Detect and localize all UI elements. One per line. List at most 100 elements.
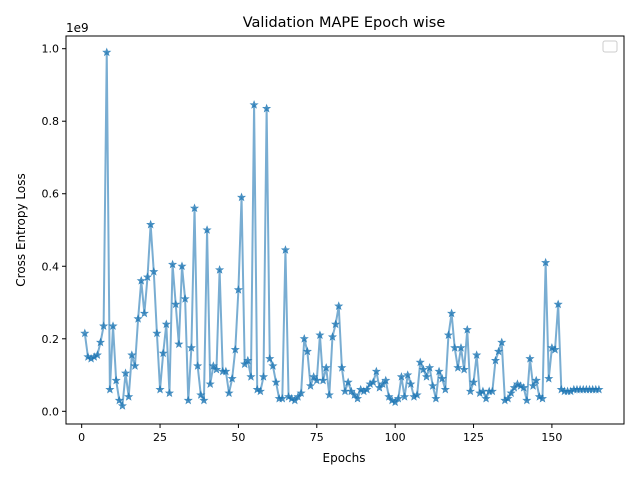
data-point <box>202 225 212 234</box>
data-point <box>506 388 516 398</box>
data-point <box>255 386 265 396</box>
data-point <box>437 373 447 383</box>
data-point <box>503 393 513 403</box>
data-point <box>302 346 312 356</box>
data-point <box>465 386 476 396</box>
data-point <box>346 386 356 396</box>
data-point <box>158 348 168 358</box>
data-point <box>155 384 165 394</box>
data-point <box>440 384 450 394</box>
data-point <box>327 332 338 341</box>
y-tick-label: 0.2 <box>42 333 60 346</box>
data-point <box>309 372 319 381</box>
data-point <box>371 366 381 376</box>
data-point <box>258 372 269 381</box>
data-point <box>221 366 231 376</box>
data-point <box>211 364 222 374</box>
data-point <box>412 390 422 399</box>
data-point <box>443 330 454 340</box>
data-point <box>487 386 497 396</box>
data-point <box>490 355 501 365</box>
data-point <box>271 377 281 387</box>
data-point <box>384 391 394 401</box>
data-point <box>230 344 240 354</box>
data-point <box>415 357 425 367</box>
data-point <box>390 397 400 407</box>
data-point <box>544 373 554 383</box>
data-point <box>509 382 519 392</box>
data-point <box>537 393 548 403</box>
data-point <box>315 330 325 340</box>
data-point <box>133 313 143 323</box>
data-point <box>343 377 353 387</box>
data-point <box>396 372 407 381</box>
data-point <box>227 373 237 383</box>
data-point <box>177 261 187 271</box>
data-point <box>208 361 218 370</box>
x-axis-label: Epochs <box>323 451 366 465</box>
data-series <box>80 47 604 410</box>
data-point <box>268 361 278 370</box>
data-point <box>180 294 190 303</box>
y-tick-label: 0.0 <box>42 405 60 418</box>
x-axis: 0 25 50 75 100 125 150 <box>78 424 562 444</box>
data-point <box>525 353 535 363</box>
data-point <box>120 368 131 378</box>
data-point <box>183 395 193 405</box>
data-point <box>553 299 563 309</box>
data-point <box>224 388 234 398</box>
data-point <box>193 361 203 370</box>
data-point <box>139 308 149 318</box>
data-point <box>186 343 197 352</box>
data-point <box>330 319 341 329</box>
data-point <box>446 308 457 318</box>
data-point <box>421 372 432 381</box>
data-point <box>189 203 200 213</box>
data-point <box>174 339 184 349</box>
data-point <box>352 393 363 403</box>
data-point <box>240 359 250 369</box>
data-point <box>243 355 253 365</box>
data-point <box>434 366 444 376</box>
data-point <box>214 265 225 274</box>
y-axis-label: Cross Entropy Loss <box>14 173 28 286</box>
data-point <box>161 319 171 329</box>
data-point <box>265 353 275 363</box>
y-tick-label: 0.8 <box>42 115 60 128</box>
x-tick-label: 0 <box>78 431 85 444</box>
data-point <box>324 390 334 399</box>
data-point <box>233 284 244 294</box>
x-tick-label: 75 <box>310 431 324 444</box>
x-tick-label: 25 <box>153 431 167 444</box>
data-point <box>127 350 137 360</box>
data-point <box>152 328 162 338</box>
data-point <box>462 324 472 334</box>
data-point <box>305 381 316 390</box>
data-point <box>321 362 331 372</box>
data-point <box>102 47 112 57</box>
data-point <box>95 337 106 347</box>
data-point <box>497 337 507 347</box>
data-point <box>459 364 469 374</box>
data-point <box>378 379 388 389</box>
data-point <box>519 382 529 392</box>
data-point <box>117 401 128 410</box>
data-point <box>99 321 109 331</box>
data-point <box>468 377 479 387</box>
data-point <box>280 245 291 254</box>
data-point <box>249 100 259 109</box>
data-point <box>105 384 115 394</box>
data-point <box>428 381 438 390</box>
legend-box <box>602 40 618 53</box>
data-point <box>472 350 482 360</box>
data-point <box>299 333 309 343</box>
data-point <box>80 328 90 338</box>
data-point <box>262 103 272 113</box>
data-point <box>205 379 215 389</box>
data-point <box>481 393 491 403</box>
data-point <box>425 362 435 372</box>
data-point <box>406 379 416 389</box>
x-tick-label: 125 <box>463 431 484 444</box>
data-point <box>349 390 360 399</box>
